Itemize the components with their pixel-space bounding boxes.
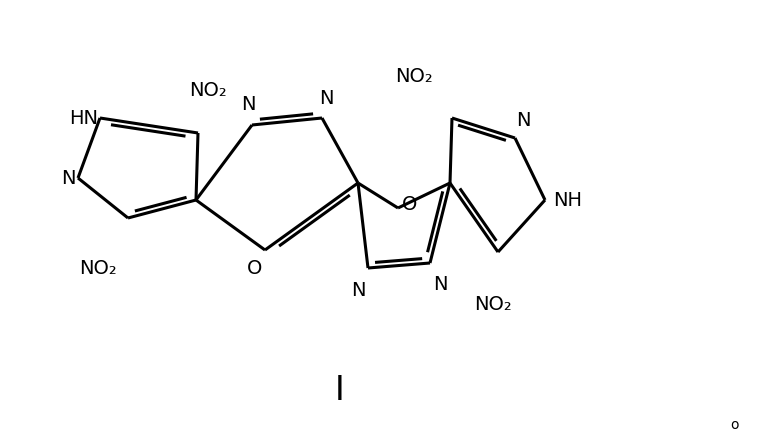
Text: N: N <box>351 280 365 299</box>
Text: N: N <box>515 110 530 129</box>
Text: NO₂: NO₂ <box>189 81 227 101</box>
Text: NO₂: NO₂ <box>474 295 512 313</box>
Text: HN: HN <box>69 109 98 128</box>
Text: I: I <box>335 373 345 406</box>
Text: N: N <box>319 89 333 108</box>
Text: NH: NH <box>553 190 582 210</box>
Text: o: o <box>731 418 739 432</box>
Text: NO₂: NO₂ <box>79 259 117 278</box>
Text: O: O <box>247 259 262 278</box>
Text: NO₂: NO₂ <box>395 66 433 85</box>
Text: O: O <box>403 195 418 214</box>
Text: N: N <box>433 275 447 295</box>
Text: N: N <box>61 169 76 187</box>
Text: N: N <box>241 96 255 114</box>
